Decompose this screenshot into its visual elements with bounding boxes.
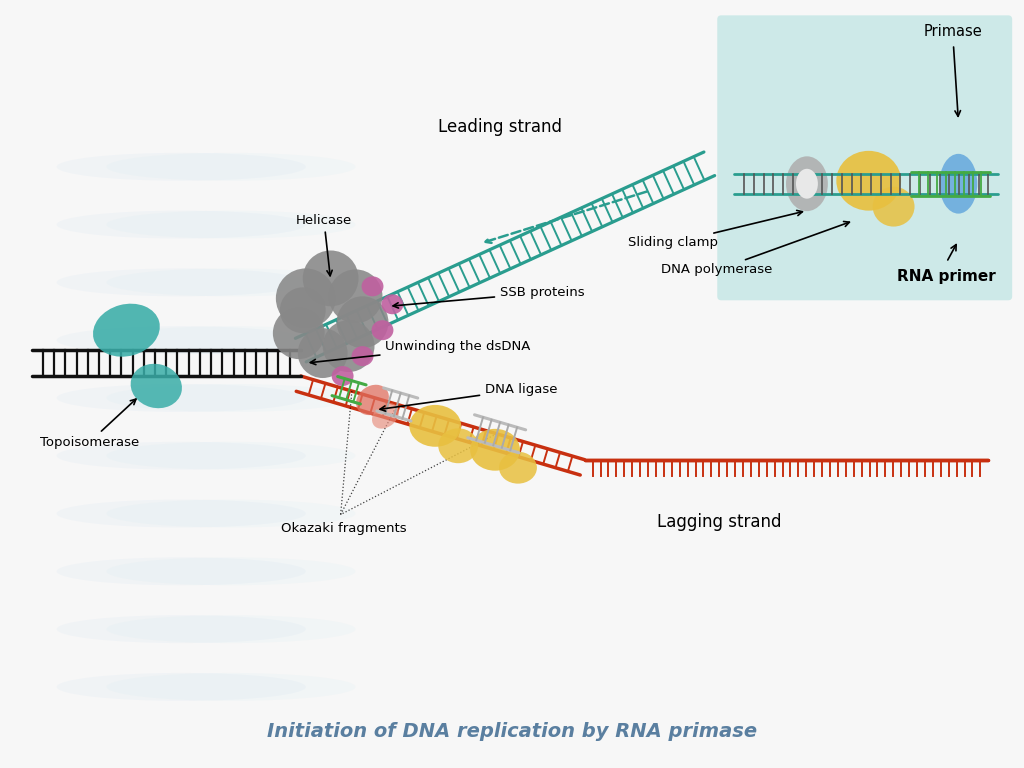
Ellipse shape [56, 269, 306, 296]
Ellipse shape [323, 320, 375, 372]
Ellipse shape [56, 210, 306, 239]
Ellipse shape [499, 452, 537, 484]
Ellipse shape [303, 250, 358, 306]
Text: DNA ligase: DNA ligase [380, 383, 558, 411]
Ellipse shape [56, 153, 306, 180]
Text: Lagging strand: Lagging strand [657, 514, 781, 531]
Ellipse shape [372, 403, 399, 429]
Ellipse shape [382, 294, 403, 314]
Ellipse shape [56, 615, 306, 643]
Text: Helicase: Helicase [296, 214, 352, 276]
Text: Sliding clamp: Sliding clamp [628, 210, 803, 250]
Ellipse shape [56, 558, 306, 585]
Ellipse shape [329, 270, 383, 323]
Ellipse shape [351, 346, 374, 366]
Ellipse shape [106, 384, 355, 412]
Ellipse shape [131, 364, 182, 409]
Ellipse shape [837, 151, 901, 210]
Ellipse shape [786, 157, 827, 211]
Ellipse shape [939, 154, 977, 214]
Ellipse shape [56, 442, 306, 470]
Ellipse shape [372, 320, 393, 340]
Text: Initiation of DNA replication by RNA primase: Initiation of DNA replication by RNA pri… [267, 722, 757, 741]
Text: RNA primer: RNA primer [897, 269, 995, 284]
Ellipse shape [872, 187, 914, 227]
Ellipse shape [361, 276, 383, 296]
Ellipse shape [332, 366, 353, 386]
Ellipse shape [298, 328, 347, 378]
Text: Unwinding the dsDNA: Unwinding the dsDNA [310, 340, 530, 365]
Ellipse shape [438, 429, 478, 463]
Ellipse shape [56, 499, 306, 528]
Ellipse shape [106, 326, 355, 354]
Ellipse shape [106, 673, 355, 701]
Ellipse shape [796, 169, 818, 199]
Ellipse shape [93, 303, 160, 356]
Text: Leading strand: Leading strand [438, 118, 562, 136]
Text: SSB proteins: SSB proteins [393, 286, 585, 308]
Ellipse shape [56, 326, 306, 354]
Ellipse shape [275, 269, 336, 328]
Text: DNA polymerase: DNA polymerase [662, 221, 849, 276]
Text: Okazaki fragments: Okazaki fragments [281, 522, 407, 535]
Ellipse shape [410, 405, 461, 447]
Ellipse shape [56, 673, 306, 701]
Ellipse shape [272, 307, 325, 359]
Ellipse shape [106, 153, 355, 180]
Ellipse shape [337, 296, 388, 348]
Ellipse shape [106, 499, 355, 528]
Ellipse shape [56, 384, 306, 412]
Ellipse shape [106, 558, 355, 585]
Ellipse shape [106, 269, 355, 296]
Ellipse shape [106, 210, 355, 239]
Ellipse shape [106, 615, 355, 643]
FancyBboxPatch shape [717, 15, 1012, 300]
Ellipse shape [356, 385, 389, 415]
Ellipse shape [106, 442, 355, 470]
Text: Topoisomerase: Topoisomerase [40, 399, 139, 449]
Ellipse shape [470, 429, 520, 471]
Ellipse shape [280, 287, 326, 333]
Text: Primase: Primase [924, 24, 983, 38]
